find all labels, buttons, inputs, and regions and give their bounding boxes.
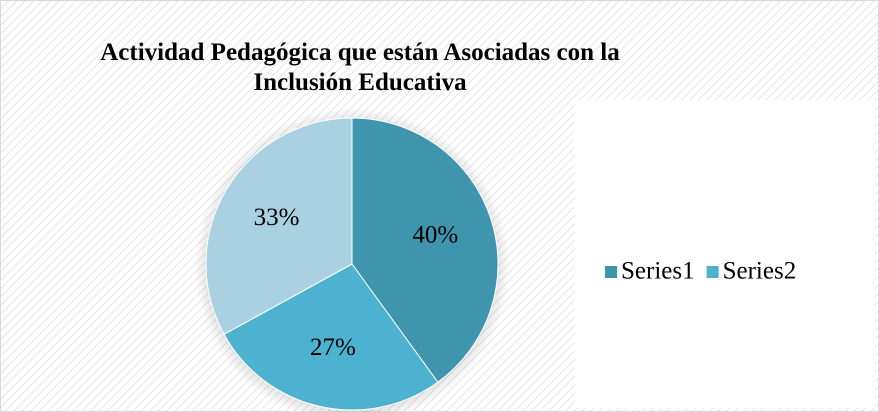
- pie-slice: [223, 263, 439, 411]
- pie-slice: [351, 117, 499, 383]
- legend-label: Series1: [621, 258, 695, 285]
- legend-swatch: [605, 266, 617, 278]
- legend-label: Series2: [723, 258, 797, 285]
- data-label: 33%: [254, 204, 300, 231]
- legend-area: [575, 100, 875, 408]
- data-label: 27%: [310, 334, 356, 361]
- legend-swatch: [706, 266, 719, 278]
- pie-slice: [205, 117, 353, 336]
- data-label: 40%: [412, 222, 458, 249]
- chart-title: Actividad Pedagógica que están Asociadas…: [100, 39, 620, 96]
